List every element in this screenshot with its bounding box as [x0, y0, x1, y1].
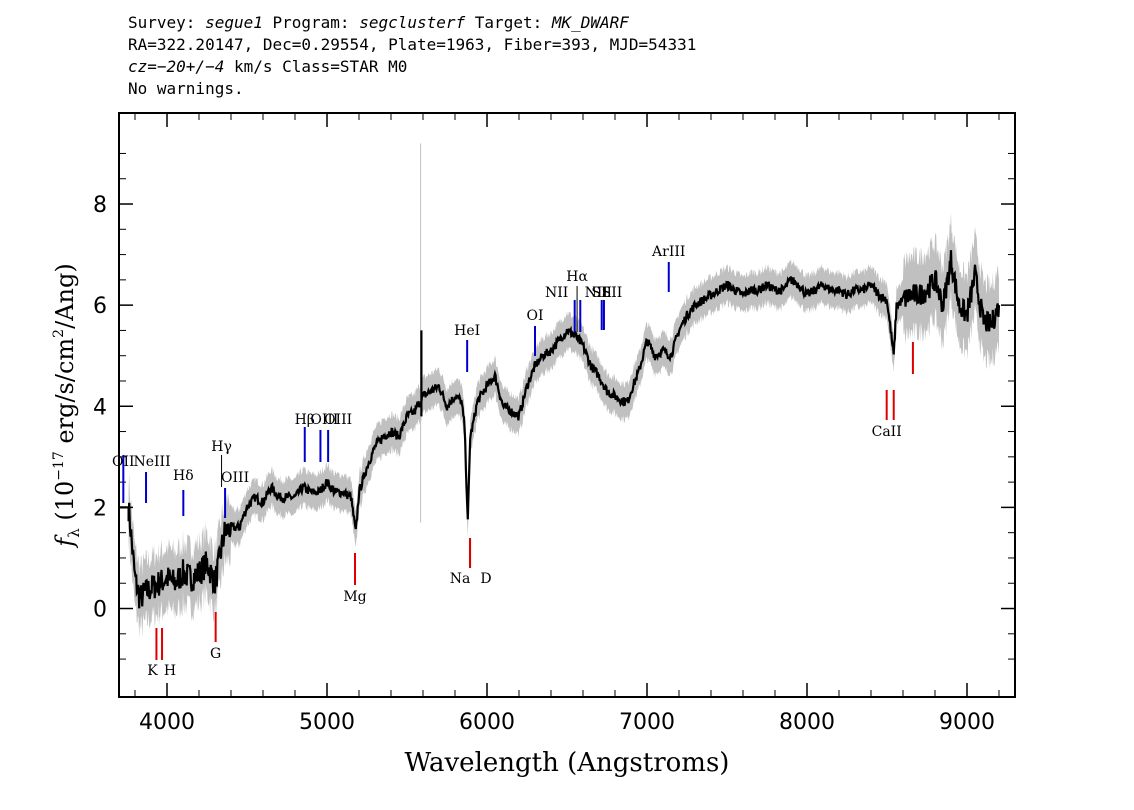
spectral-line-label: Hα — [566, 269, 588, 285]
spectral-line-label: G — [210, 646, 221, 662]
spectral-line-label: Hγ — [211, 439, 232, 455]
x-tick-label: 9000 — [939, 710, 995, 735]
header-line-redshift: cz=−20+/−4 km/s Class=STAR M0 — [128, 56, 696, 78]
spectral-line-label: Mg — [343, 589, 366, 605]
spectral-line-label: ArIII — [651, 244, 685, 260]
spectral-line-label: H — [164, 663, 176, 679]
spectral-line-label: SII — [602, 285, 623, 301]
spectrum-header: Survey: segue1 Program: segclusterf Targ… — [128, 12, 696, 100]
header-line-warnings: No warnings. — [128, 79, 244, 98]
redshift-value: cz=−20+/−4 — [128, 57, 225, 76]
y-tick-label: 6 — [93, 294, 107, 319]
x-tick-label: 7000 — [619, 710, 675, 735]
survey-label: Survey: — [128, 13, 206, 32]
y-tick-label: 8 — [93, 193, 107, 218]
spectral-line-label: D — [480, 571, 491, 587]
spectral-line-label: NeIII — [133, 454, 170, 470]
class-text: km/s Class=STAR M0 — [224, 57, 408, 76]
x-tick-label: 6000 — [459, 710, 515, 735]
flux-error-band — [128, 212, 1000, 639]
spectral-line-label: CaII — [872, 424, 902, 440]
spectral-line-label: SII — [591, 285, 612, 301]
x-tick-label: 5000 — [299, 710, 355, 735]
x-axis-label: Wavelength (Angstroms) — [405, 748, 730, 778]
header-line-coordinates: RA=322.20147, Dec=0.29554, Plate=1963, F… — [128, 35, 697, 54]
program-label: Program: — [262, 13, 360, 32]
spectral-line-label: HeI — [454, 323, 480, 339]
spectral-line-label: K — [147, 663, 158, 679]
y-axis-label: fλ (10−17 erg/s/cm2/Ang) — [51, 263, 83, 548]
spectral-line-label: OII — [112, 454, 135, 470]
flux-line — [119, 250, 1001, 609]
survey-value: segue1 — [205, 13, 263, 32]
spectral-line-label: OIII — [221, 470, 249, 486]
target-label: Target: — [465, 13, 552, 32]
x-tick-label: 4000 — [139, 710, 195, 735]
spectral-line-label: NII — [545, 285, 568, 301]
program-value: segclusterf — [359, 13, 466, 32]
spectral-line-label: OIII — [310, 412, 338, 428]
y-tick-label: 4 — [93, 395, 107, 420]
spectral-line-label: OIII — [324, 412, 352, 428]
plot-frame — [118, 112, 1016, 698]
spectral-line-label: Na — [450, 571, 471, 587]
spectral-line-label: Hδ — [173, 468, 194, 484]
spectral-line-label: OI — [526, 308, 543, 324]
header-line-survey: Survey: segue1 Program: segclusterf Targ… — [128, 12, 696, 34]
spectral-line-label: NII — [585, 285, 608, 301]
spectral-line-label: Hβ — [295, 412, 315, 428]
y-tick-label: 0 — [93, 598, 107, 623]
x-tick-label: 8000 — [779, 710, 835, 735]
y-tick-label: 2 — [93, 496, 107, 521]
target-value: MK_DWARF — [551, 13, 629, 32]
